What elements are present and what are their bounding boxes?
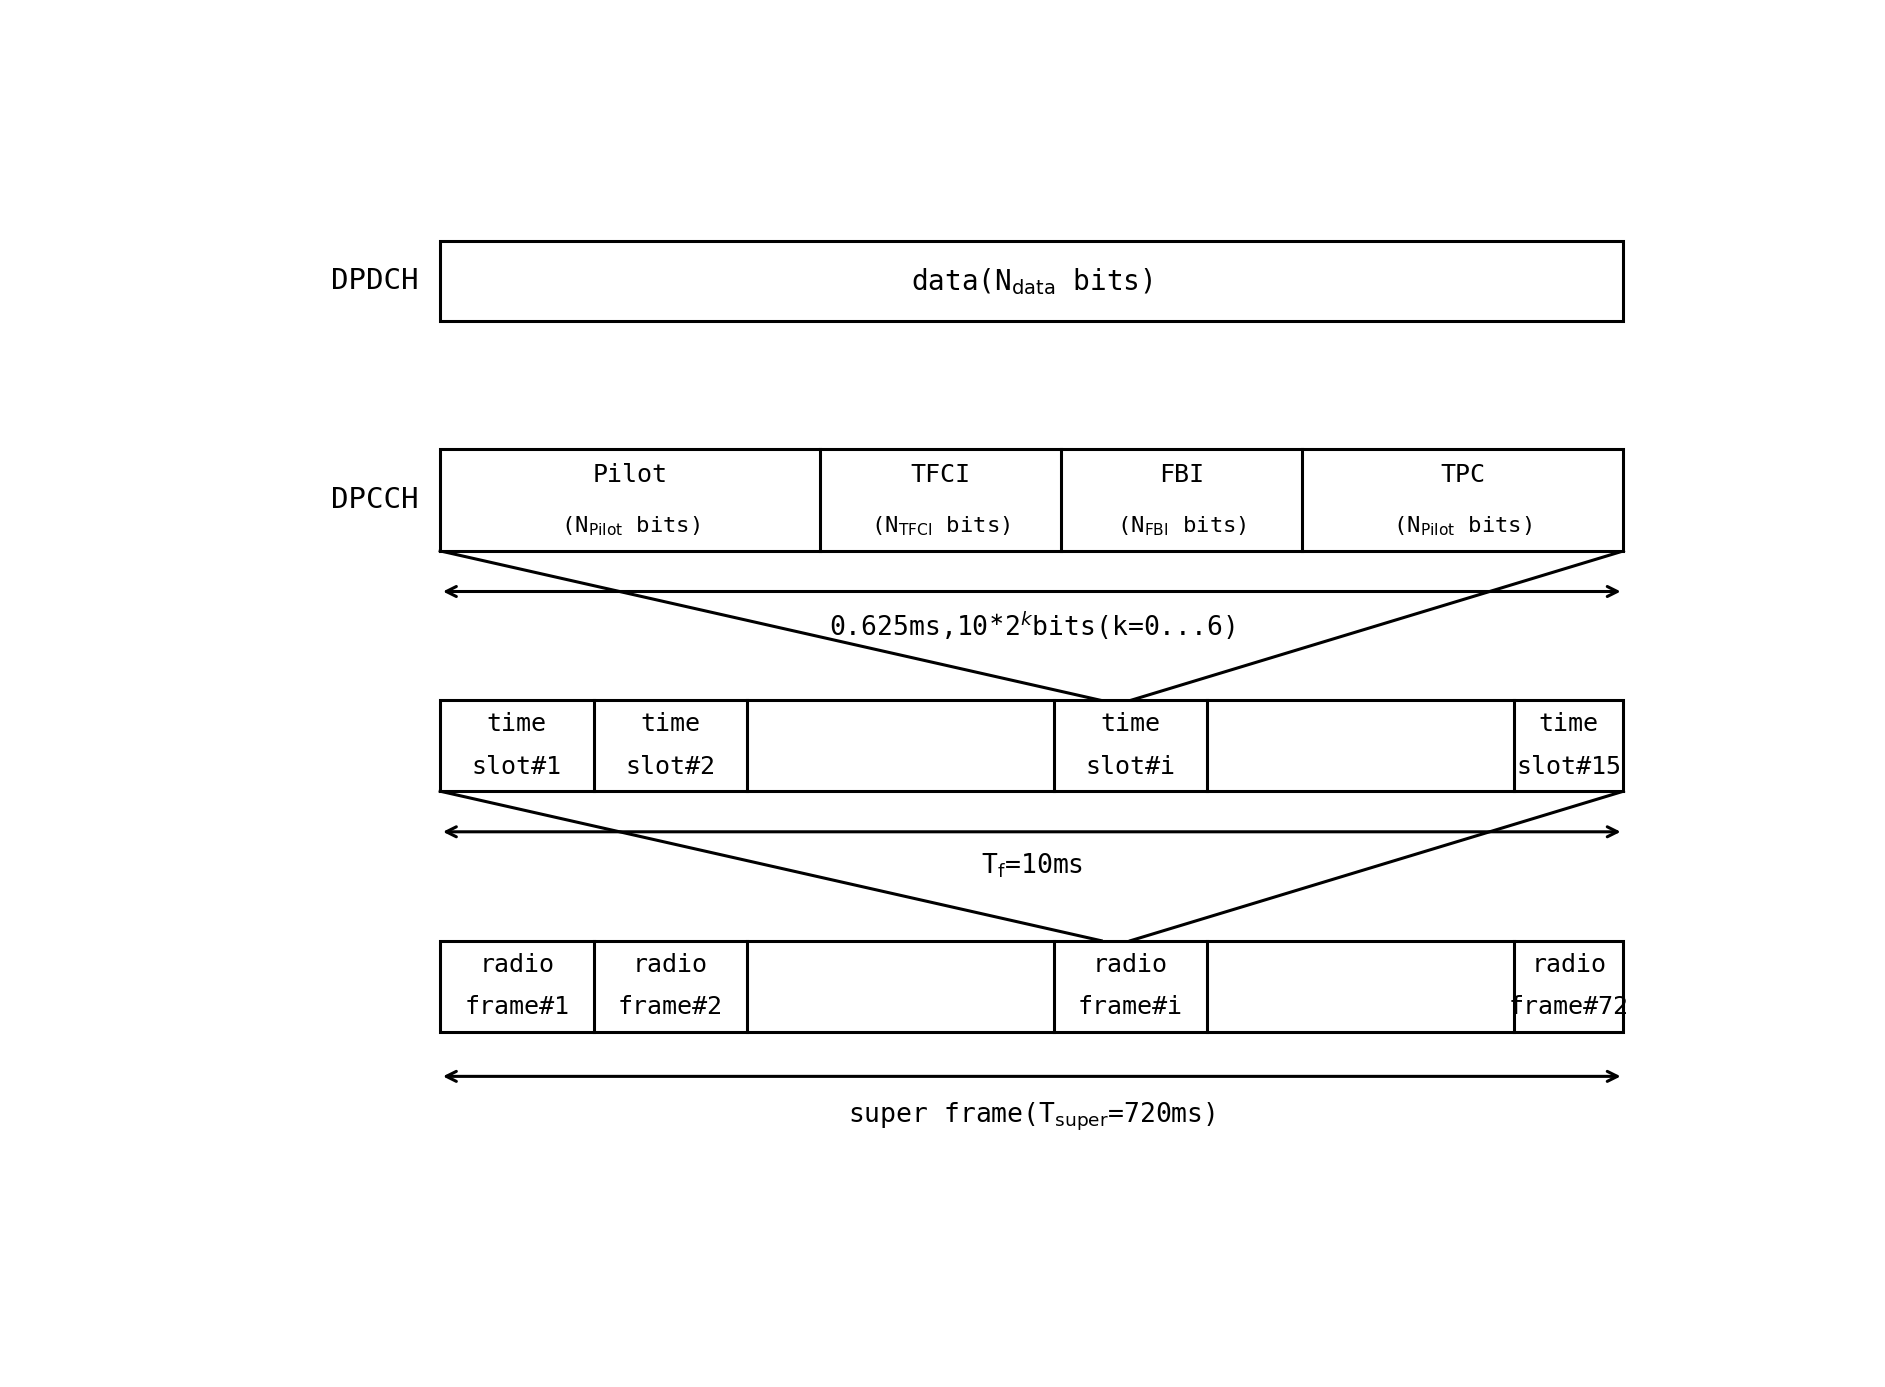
Text: frame#1: frame#1 [464, 996, 569, 1019]
Text: time: time [486, 713, 547, 736]
Bar [441, 241, 1623, 322]
Text: super frame(T$_{\rm super}$=720ms): super frame(T$_{\rm super}$=720ms) [848, 1101, 1216, 1133]
Text: slot#i: slot#i [1086, 755, 1176, 779]
Text: (N$_{\rm TFCI}$ bits): (N$_{\rm TFCI}$ bits) [871, 515, 1010, 538]
Text: slot#15: slot#15 [1516, 755, 1621, 779]
Bar [441, 449, 1623, 551]
Text: time: time [641, 713, 699, 736]
Text: DPCCH: DPCCH [330, 487, 418, 515]
Text: radio: radio [479, 953, 554, 976]
Text: FBI: FBI [1159, 462, 1205, 487]
Text: radio: radio [633, 953, 707, 976]
Text: frame#72: frame#72 [1508, 996, 1629, 1019]
Bar [441, 700, 1623, 791]
Text: T$_{\rm f}$=10ms: T$_{\rm f}$=10ms [980, 852, 1082, 881]
Text: time: time [1101, 713, 1161, 736]
Text: (N$_{\rm Pilot}$ bits): (N$_{\rm Pilot}$ bits) [1393, 515, 1533, 538]
Text: slot#2: slot#2 [626, 755, 714, 779]
Text: radio: radio [1531, 953, 1606, 976]
Text: (N$_{\rm Pilot}$ bits): (N$_{\rm Pilot}$ bits) [560, 515, 699, 538]
Text: (N$_{\rm FBI}$ bits): (N$_{\rm FBI}$ bits) [1116, 515, 1246, 538]
Text: data(N$_{\rm data}$ bits): data(N$_{\rm data}$ bits) [910, 266, 1152, 297]
Text: DPDCH: DPDCH [330, 268, 418, 295]
Text: time: time [1538, 713, 1598, 736]
Bar [441, 940, 1623, 1032]
Text: frame#2: frame#2 [618, 996, 722, 1019]
Text: TPC: TPC [1440, 462, 1485, 487]
Text: frame#i: frame#i [1078, 996, 1184, 1019]
Text: TFCI: TFCI [910, 462, 971, 487]
Text: slot#1: slot#1 [471, 755, 562, 779]
Text: Pilot: Pilot [592, 462, 667, 487]
Text: 0.625ms,10$^{\ast}$2$^{k}$bits(k=0...6): 0.625ms,10$^{\ast}$2$^{k}$bits(k=0...6) [829, 609, 1235, 642]
Text: radio: radio [1093, 953, 1169, 976]
